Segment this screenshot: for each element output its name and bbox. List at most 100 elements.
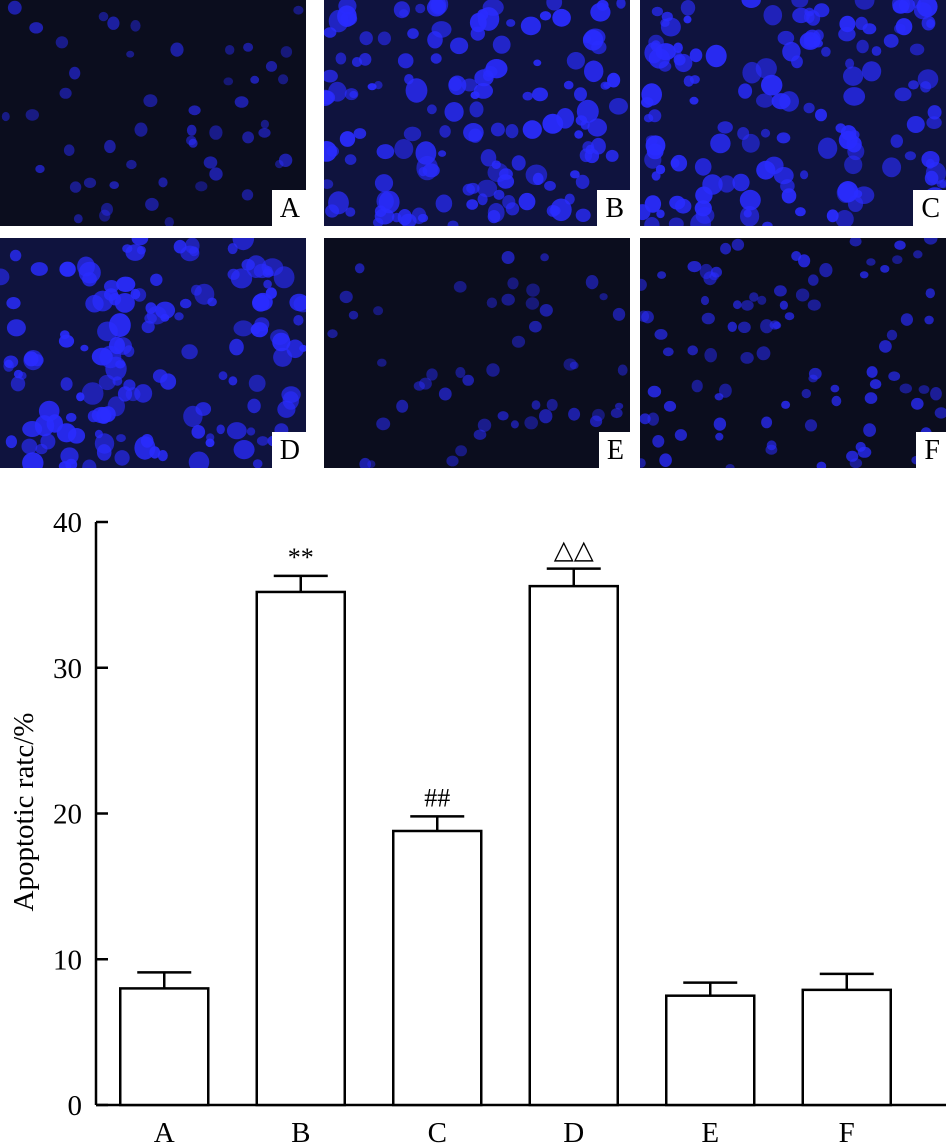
nucleus [243,42,254,52]
nucleus [691,379,703,393]
nucleus [668,217,684,226]
nucleus [661,11,673,22]
panel-label: B [597,190,630,226]
nucleus [278,153,293,167]
nucleus [506,19,516,27]
nucleus [563,358,577,371]
nucleus [924,170,939,186]
nucleus [670,158,680,168]
nucleus [585,275,599,290]
nucleus [883,34,899,48]
nucleus [909,43,925,56]
nucleus [29,22,44,34]
significance-marker: ## [424,783,450,812]
nucleus [615,402,624,410]
nucleus [6,297,21,310]
nucleus [859,271,869,279]
nucleus [446,455,459,467]
panel-label: F [916,432,946,468]
nucleus [30,262,48,276]
nucleus [798,254,811,268]
nucleus [522,120,542,139]
nucleus [699,263,713,280]
nucleus [803,102,815,114]
nucleus [760,128,771,138]
nucleus [831,395,842,407]
micrograph-panel-c: C [640,0,946,226]
nucleus [795,207,806,217]
nucleus [376,144,395,160]
nucleus [429,0,449,15]
nucleus [490,122,505,137]
nucleus [531,400,541,410]
nucleus [609,98,628,115]
nucleus [1,111,10,122]
nucleus [260,119,269,129]
nucleus [927,105,942,120]
nucleus [533,59,542,67]
nucleus [532,87,548,102]
nucleus [520,16,541,36]
nucleus [647,412,659,426]
nucleus [485,58,508,79]
nucleus [497,411,509,421]
nucleus [675,198,692,214]
nucleus [761,74,783,96]
nucleus [939,179,946,189]
nucleus [145,197,159,211]
nucleus [263,279,272,289]
nucleus [714,393,724,401]
nucleus [232,238,255,251]
nucleus [844,155,863,175]
nucleus [660,17,681,37]
nucleus [644,217,660,226]
nucleus [539,11,552,21]
nucleus [262,268,274,278]
nucleus [612,307,626,321]
nucleus [418,167,428,177]
nucleus [689,75,700,84]
nucleus [892,0,910,14]
nuclei-image [324,0,630,226]
nucleus [486,297,498,309]
nucleus [448,75,467,96]
nucleus [373,306,384,316]
nuclei-image [0,238,306,468]
panel-label: D [271,432,306,468]
nucleus [466,182,480,194]
nucleus [116,434,126,443]
x-tick-label: D [563,1117,584,1144]
nucleus [234,96,249,108]
nucleus [733,300,742,310]
nucleus [849,238,862,247]
nucleus [934,407,946,419]
nucleus [396,399,409,413]
bar-f [801,988,892,1107]
nucleus [477,418,492,432]
nucleus [771,93,791,110]
nucleus [248,374,266,392]
nucleus [116,276,136,292]
nucleus [532,172,544,185]
nucleus [152,369,168,383]
nucleus [590,415,603,428]
nucleus [741,300,754,311]
nucleus [763,5,783,26]
nucleus [191,284,202,296]
significance-marker: △△ [554,536,594,565]
nucleus [473,429,487,440]
nucleus [662,347,674,357]
nucleus [455,367,466,378]
nucleus [501,293,515,306]
nucleus [226,422,247,440]
nucleus [866,366,878,378]
nucleus [252,459,263,468]
nucleus [4,359,13,368]
nucleus [640,310,650,323]
nucleus [462,374,474,386]
nucleus [501,251,515,264]
nucleus [862,23,877,35]
nucleus [705,44,727,68]
nucleus [59,261,76,277]
nucleus [731,238,745,251]
